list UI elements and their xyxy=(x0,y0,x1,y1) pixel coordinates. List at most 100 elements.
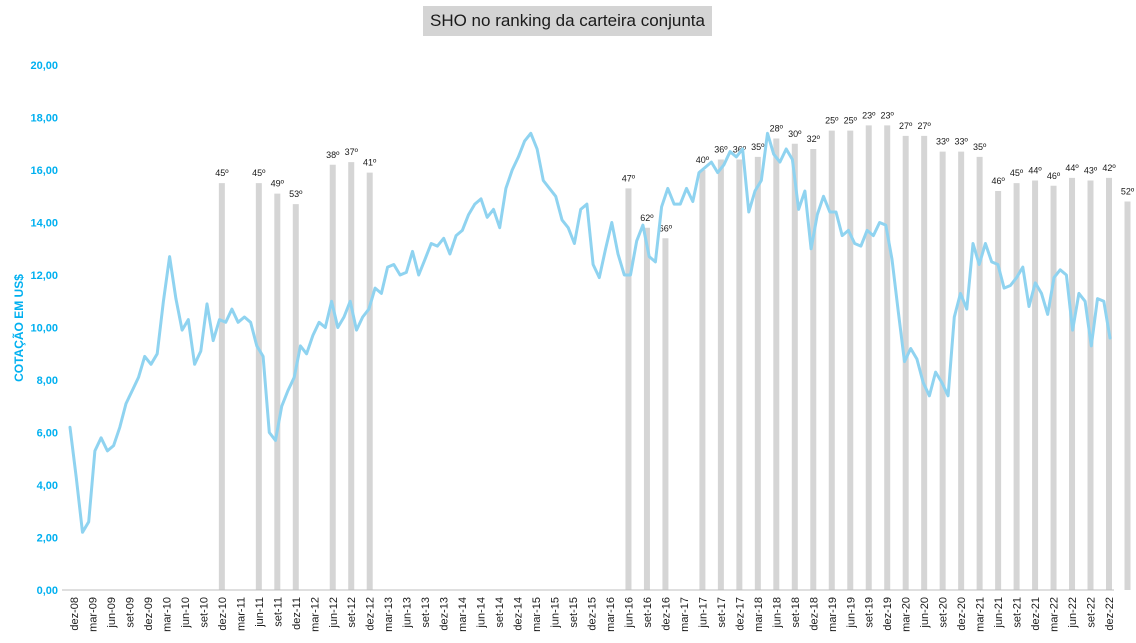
ranking-bar xyxy=(366,172,373,590)
ranking-label: 45º xyxy=(215,168,229,178)
x-tick-label: mar-22 xyxy=(1049,597,1061,632)
ranking-label: 44º xyxy=(1028,166,1042,176)
ranking-label: 35º xyxy=(751,142,765,152)
x-tick-label: set-19 xyxy=(864,597,876,628)
x-tick-label: jun-22 xyxy=(1067,597,1079,629)
ranking-bar xyxy=(1069,177,1076,590)
y-tick-label: 18,00 xyxy=(30,113,58,125)
ranking-bar xyxy=(884,125,891,590)
x-tick-label: dez-21 xyxy=(1030,597,1042,631)
ranking-label: 62º xyxy=(640,213,654,223)
ranking-label: 45º xyxy=(1010,168,1024,178)
ranking-bar xyxy=(1032,180,1039,590)
x-tick-label: mar-21 xyxy=(975,597,987,632)
y-axis: 0,00 2,00 4,00 6,00 8,00 10,00 12,00 14,00 16,00… xyxy=(30,60,58,597)
x-tick-label: dez-11 xyxy=(291,597,303,630)
ranking-bar xyxy=(717,159,724,590)
ranking-label: 23º xyxy=(881,110,895,120)
y-tick-label: 12,00 xyxy=(30,270,58,282)
x-tick-label: dez-22 xyxy=(1104,597,1116,631)
ranking-bar xyxy=(625,188,632,590)
ranking-bar xyxy=(939,151,946,590)
ranking-label: 46º xyxy=(991,176,1005,186)
x-tick-label: set-15 xyxy=(568,597,580,628)
y-tick-label: 4,00 xyxy=(37,480,58,492)
y-tick-label: 14,00 xyxy=(30,218,58,230)
y-tick-label: 2,00 xyxy=(37,533,58,545)
ranking-label: 45º xyxy=(252,168,266,178)
ranking-label: 23º xyxy=(862,110,876,120)
ranking-bar xyxy=(958,151,965,590)
ranking-label: 36º xyxy=(733,145,747,155)
x-tick-label: mar-17 xyxy=(679,597,691,632)
ranking-label: 30º xyxy=(788,129,802,139)
chart-title-box: SHO no ranking da carteira conjunta xyxy=(423,6,712,36)
x-tick-label: set-13 xyxy=(420,597,432,628)
ranking-bar xyxy=(810,149,817,590)
ranking-bar xyxy=(699,170,706,590)
ranking-label: 35º xyxy=(973,142,987,152)
ranking-label: 33º xyxy=(954,137,968,147)
ranking-bar xyxy=(274,193,281,590)
ranking-label: 47º xyxy=(622,173,636,183)
x-tick-label: jun-13 xyxy=(402,597,414,629)
ranking-bar xyxy=(329,164,336,590)
rank-labels: 45º 45º 49º 53º 38º 37º 41º 47º 62º 66º 40º 36º 36º 3… xyxy=(215,110,1135,233)
ranking-bar xyxy=(1124,201,1131,590)
ranking-bar xyxy=(736,159,743,590)
x-tick-label: mar-13 xyxy=(383,597,395,632)
x-tick-label: set-12 xyxy=(346,597,358,628)
y-axis-title: COTAÇÃO EM US$ xyxy=(11,274,26,382)
ranking-bar xyxy=(1106,177,1112,590)
x-tick-label: mar-14 xyxy=(457,597,469,632)
x-tick-label: set-10 xyxy=(198,597,210,628)
x-tick-label: dez-14 xyxy=(513,597,525,631)
x-tick-label: mar-09 xyxy=(88,597,100,632)
ranking-label: 52º xyxy=(1121,187,1135,197)
x-tick-label: jun-17 xyxy=(697,597,709,629)
x-tick-label: set-20 xyxy=(938,597,950,628)
x-tick-label: dez-13 xyxy=(439,597,451,631)
ranking-label: 32º xyxy=(807,134,821,144)
ranking-bar xyxy=(791,143,798,590)
x-tick-label: mar-12 xyxy=(309,597,321,632)
ranking-label: 37º xyxy=(345,147,359,157)
x-tick-label: dez-16 xyxy=(660,597,672,631)
ranking-label: 44º xyxy=(1065,163,1079,173)
x-tick-label: jun-11 xyxy=(254,597,266,628)
y-tick-label: 0,00 xyxy=(37,585,58,597)
ranking-label: 25º xyxy=(844,116,858,126)
x-tick-label: mar-18 xyxy=(753,597,765,632)
x-tick-label: mar-19 xyxy=(827,597,839,632)
x-tick-label: dez-12 xyxy=(365,597,377,631)
x-tick-label: dez-10 xyxy=(217,597,229,631)
x-tick-label: set-16 xyxy=(642,597,654,628)
ranking-bar xyxy=(1087,180,1094,590)
x-tick-label: mar-11 xyxy=(235,597,247,631)
ranking-bar xyxy=(828,130,835,590)
ranking-bar xyxy=(348,162,355,590)
y-tick-label: 10,00 xyxy=(30,323,58,335)
x-tick-label: dez-09 xyxy=(143,597,155,631)
ranking-label: 46º xyxy=(1047,171,1061,181)
x-tick-label: jun-14 xyxy=(476,597,488,629)
ranking-bar xyxy=(1013,183,1020,590)
price-line xyxy=(68,131,1112,534)
ranking-label: 36º xyxy=(714,145,728,155)
y-tick-label: 16,00 xyxy=(30,165,58,177)
x-tick-label: jun-12 xyxy=(328,597,340,629)
x-tick-label: set-09 xyxy=(124,597,136,628)
ranking-bar xyxy=(995,191,1002,590)
ranking-bar xyxy=(773,138,780,590)
x-tick-label: set-11 xyxy=(272,597,284,627)
ranking-label: 53º xyxy=(289,189,303,199)
x-tick-label: set-14 xyxy=(494,597,506,628)
ranking-label: 28º xyxy=(770,124,784,134)
x-tick-label: dez-19 xyxy=(882,597,894,631)
ranking-bar xyxy=(1050,185,1057,590)
x-tick-label: jun-15 xyxy=(550,597,562,629)
ranking-bar xyxy=(847,130,854,590)
x-tick-label: jun-20 xyxy=(919,597,931,629)
x-tick-label: jun-16 xyxy=(624,597,636,629)
